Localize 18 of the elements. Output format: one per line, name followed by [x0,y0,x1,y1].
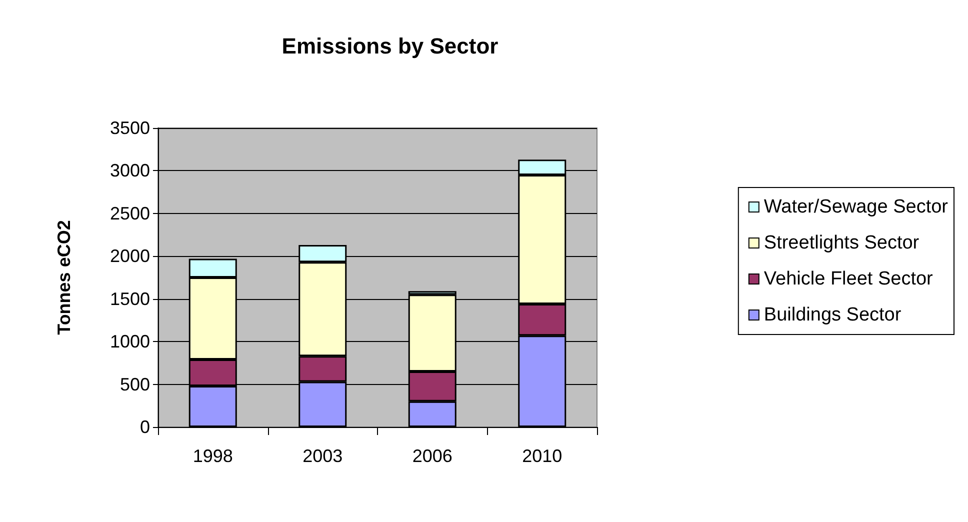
y-tick-label: 2500 [110,203,150,224]
x-tick-label: 2010 [522,446,562,466]
x-tick-label: 1998 [192,446,233,466]
y-tick-label: 500 [120,374,150,394]
y-tick-label: 1500 [110,288,150,309]
y-axis-title: Tonnes eCO2 [54,220,74,335]
x-tick-label: 2006 [412,446,452,466]
legend-label: Vehicle Fleet Sector [764,268,934,290]
x-tick-label: 2003 [302,446,343,466]
chart-title: Emissions by Sector [282,34,499,58]
y-tick-label: 3000 [110,160,150,181]
legend-label: Water/Sewage Sector [764,196,949,218]
y-tick-label: 0 [140,417,150,437]
y-tick-label: 1000 [110,332,150,352]
legend-label: Streetlights Sector [764,232,920,254]
legend-label: Buildings Sector [764,304,902,326]
y-tick-label: 3500 [110,118,150,138]
y-tick-label: 2000 [110,246,150,266]
